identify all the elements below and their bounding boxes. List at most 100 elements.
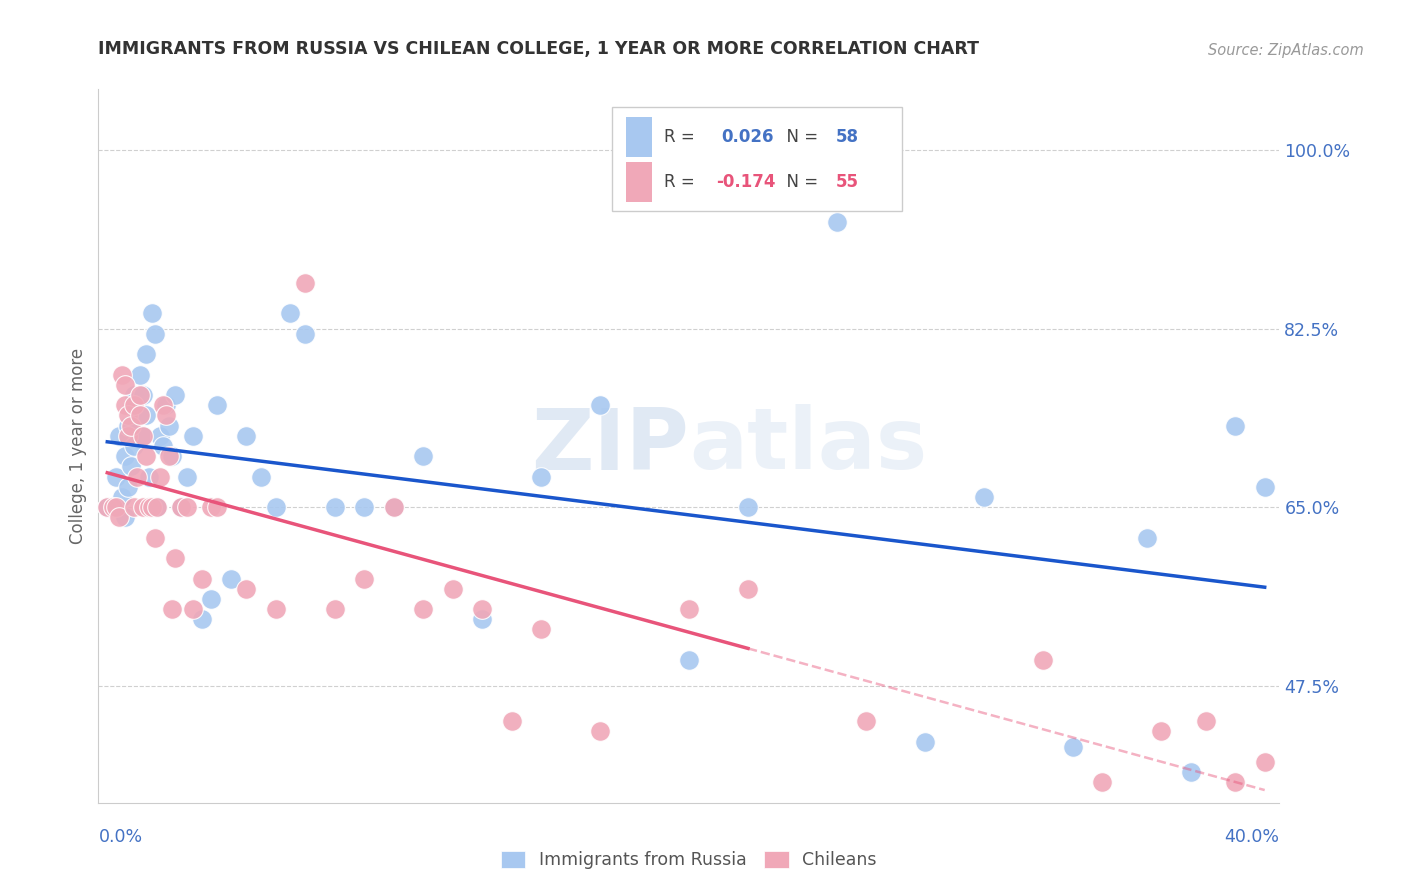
Point [138,500,160,515]
Text: IMMIGRANTS FROM RUSSIA VS CHILEAN COLLEGE, 1 YEAR OR MORE CORRELATION CHART: IMMIGRANTS FROM RUSSIA VS CHILEAN COLLEG… [98,40,980,58]
Point [132,500,155,515]
Text: N =: N = [776,173,824,191]
Point [122,388,145,402]
Point [323,500,346,515]
Point [117,429,139,443]
Point [117,409,139,423]
Point [155,409,177,423]
FancyBboxPatch shape [626,118,652,157]
Point [122,398,145,412]
Point [1254,480,1277,494]
Point [855,714,877,729]
Point [149,429,172,443]
Point [1135,531,1157,545]
Point [162,449,183,463]
Point [219,572,242,586]
Point [353,500,375,515]
Point [200,591,222,606]
FancyBboxPatch shape [626,162,652,202]
Point [191,572,214,586]
Text: atlas: atlas [689,404,927,488]
Point [530,623,553,637]
Point [1195,714,1218,729]
Text: Source: ZipAtlas.com: Source: ZipAtlas.com [1208,43,1364,58]
Point [138,469,160,483]
Point [250,469,273,483]
Point [108,510,131,524]
Point [143,326,166,341]
Point [1223,775,1246,789]
Point [191,612,214,626]
Legend: Immigrants from Russia, Chileans: Immigrants from Russia, Chileans [494,844,884,876]
Point [205,398,228,412]
Y-axis label: College, 1 year or more: College, 1 year or more [69,348,87,544]
Point [146,500,169,515]
Text: R =: R = [664,173,700,191]
Point [181,429,204,443]
Point [737,582,759,596]
Point [157,449,180,463]
Point [973,490,995,504]
Point [678,653,700,667]
FancyBboxPatch shape [612,107,901,211]
Point [589,724,612,739]
Text: 0.0%: 0.0% [98,829,142,847]
Point [120,418,142,433]
Point [278,306,302,320]
Text: ZIP: ZIP [531,404,689,488]
Point [530,469,553,483]
Point [165,388,187,402]
Point [132,429,155,443]
Point [471,602,494,616]
Point [170,500,193,515]
Text: 40.0%: 40.0% [1225,829,1279,847]
Point [294,326,316,341]
Point [128,388,150,402]
Point [103,500,125,515]
Point [152,398,174,412]
Point [205,500,228,515]
Text: 0.026: 0.026 [721,128,773,146]
Point [125,398,148,412]
Point [1180,765,1202,780]
Point [103,500,125,515]
Point [141,500,163,515]
Point [737,500,759,515]
Text: N =: N = [776,128,824,146]
Point [382,500,405,515]
Point [114,449,136,463]
Point [501,714,523,729]
Point [589,398,612,412]
Point [125,469,148,483]
Point [132,429,155,443]
Point [382,500,405,515]
Point [114,510,136,524]
Point [412,602,434,616]
Point [135,347,157,361]
Text: -0.174: -0.174 [716,173,776,191]
Point [122,500,145,515]
Point [353,572,375,586]
Point [117,480,139,494]
Point [1091,775,1114,789]
Point [181,602,204,616]
Point [111,368,134,382]
Point [117,418,139,433]
Point [471,612,494,626]
Point [1254,755,1277,769]
Point [105,500,128,515]
Point [152,439,174,453]
Point [294,276,316,290]
Point [1062,739,1084,754]
Point [235,582,257,596]
Point [96,500,118,515]
Point [1223,418,1246,433]
Point [176,500,198,515]
Text: 55: 55 [835,173,859,191]
Point [176,469,198,483]
Point [441,582,464,596]
Point [141,306,163,320]
Point [323,602,346,616]
Point [264,500,287,515]
Point [120,459,142,474]
